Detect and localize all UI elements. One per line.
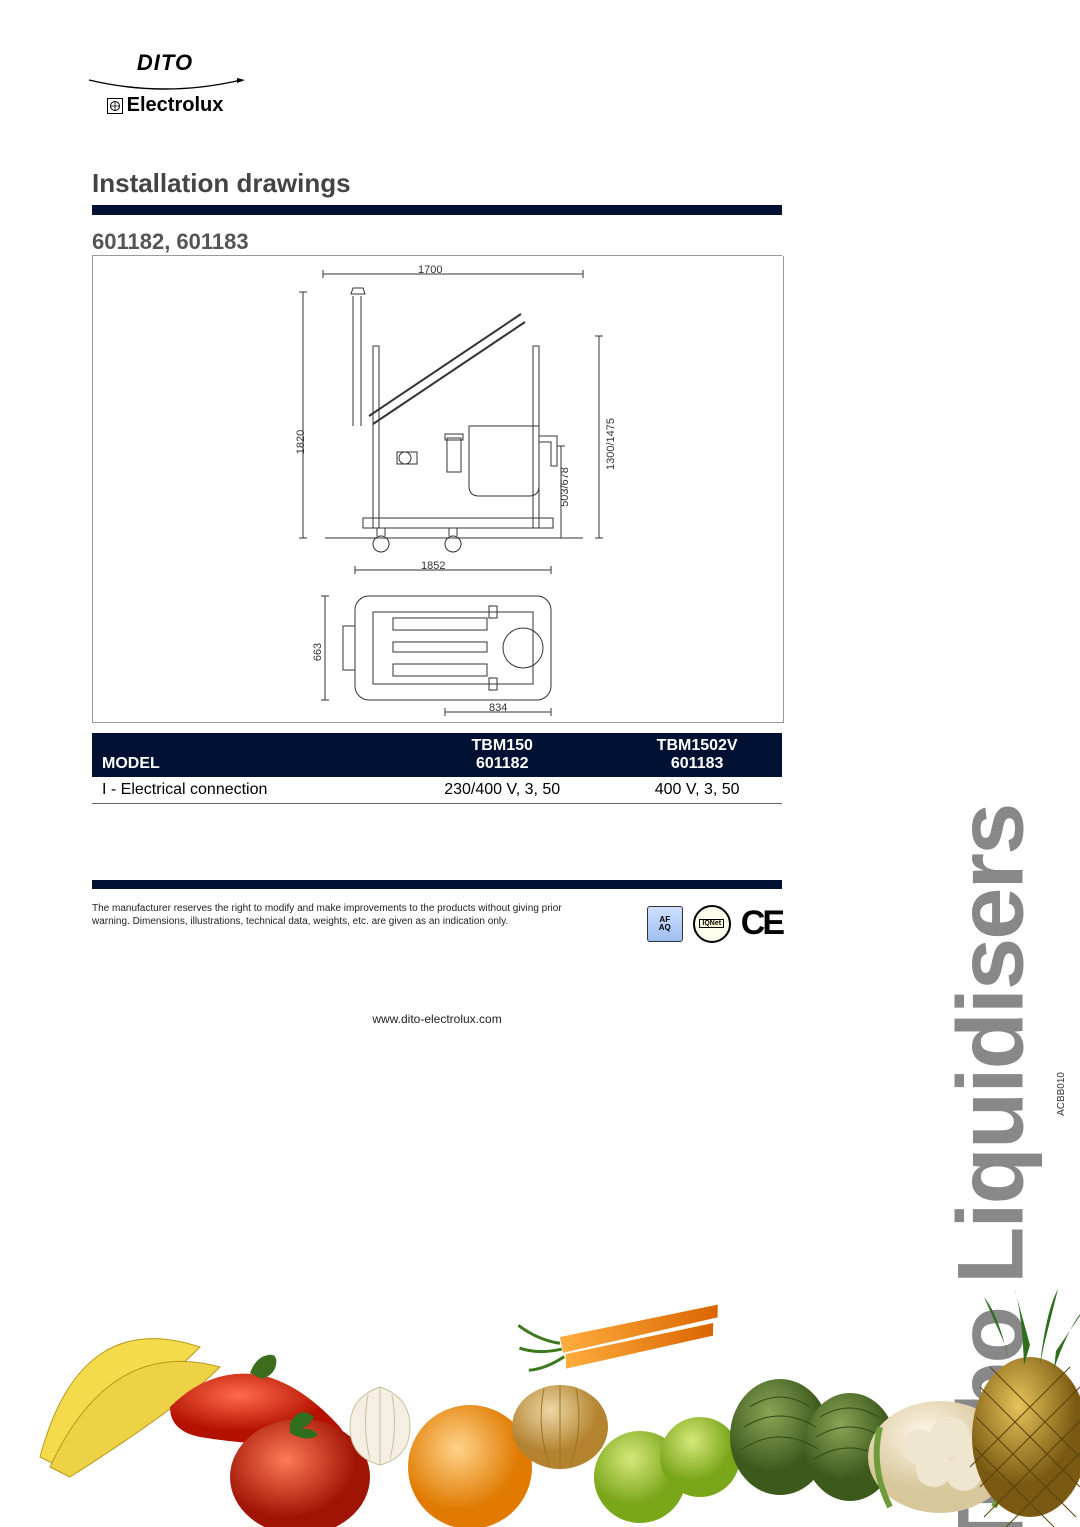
document-code: ACBB010 (1056, 1072, 1067, 1116)
section-title: Installation drawings (92, 168, 782, 199)
logo-arc-icon (85, 78, 245, 92)
th-col1: TBM150 601182 (392, 733, 612, 776)
th-col2: TBM1502V 601183 (612, 733, 782, 776)
afaq-logo-icon: AF AQ (647, 906, 683, 942)
dim-h1: 1820 (295, 430, 307, 454)
dim-w1: 1700 (418, 264, 442, 276)
dim-w3: 834 (489, 702, 507, 714)
ce-mark-icon: CE (741, 904, 782, 943)
section-rule (92, 205, 782, 215)
footer-rule (92, 880, 782, 889)
model-subheading: 601182, 601183 (92, 229, 782, 255)
footer-block: The manufacturer reserves the right to m… (92, 880, 782, 928)
row-v1: 230/400 V, 3, 50 (392, 776, 612, 803)
table-row: I - Electrical connection 230/400 V, 3, … (92, 776, 782, 803)
logo-electrolux: Electrolux (85, 94, 245, 117)
spec-table: MODEL TBM150 601182 TBM1502V 601183 I - … (92, 733, 782, 804)
product-line-title: Turbo Liquidisers (920, 216, 1060, 1235)
installation-drawing: 1700 1820 1300/1475 503/678 1852 663 834 (92, 256, 784, 723)
row-v2: 400 V, 3, 50 (612, 776, 782, 803)
brand-logo: DITO Electrolux (85, 50, 245, 117)
logo-dito-text: DITO (85, 50, 245, 76)
electrolux-icon (107, 98, 123, 114)
dim-w2: 1852 (421, 560, 445, 572)
disclaimer-text: The manufacturer reserves the right to m… (92, 903, 592, 928)
dim-h2: 1300/1475 (605, 418, 617, 470)
website-url: www.dito-electrolux.com (92, 1012, 782, 1026)
iqnet-logo-icon: IQNet (693, 905, 731, 943)
th-model: MODEL (92, 733, 392, 776)
dim-h3: 503/678 (559, 467, 571, 507)
cert-logos: AF AQ IQNet CE (647, 904, 782, 943)
schematic-svg (93, 256, 783, 722)
row-label: I - Electrical connection (92, 776, 392, 803)
footer-photo-strip (0, 1197, 1080, 1527)
dim-h4: 663 (312, 643, 324, 661)
